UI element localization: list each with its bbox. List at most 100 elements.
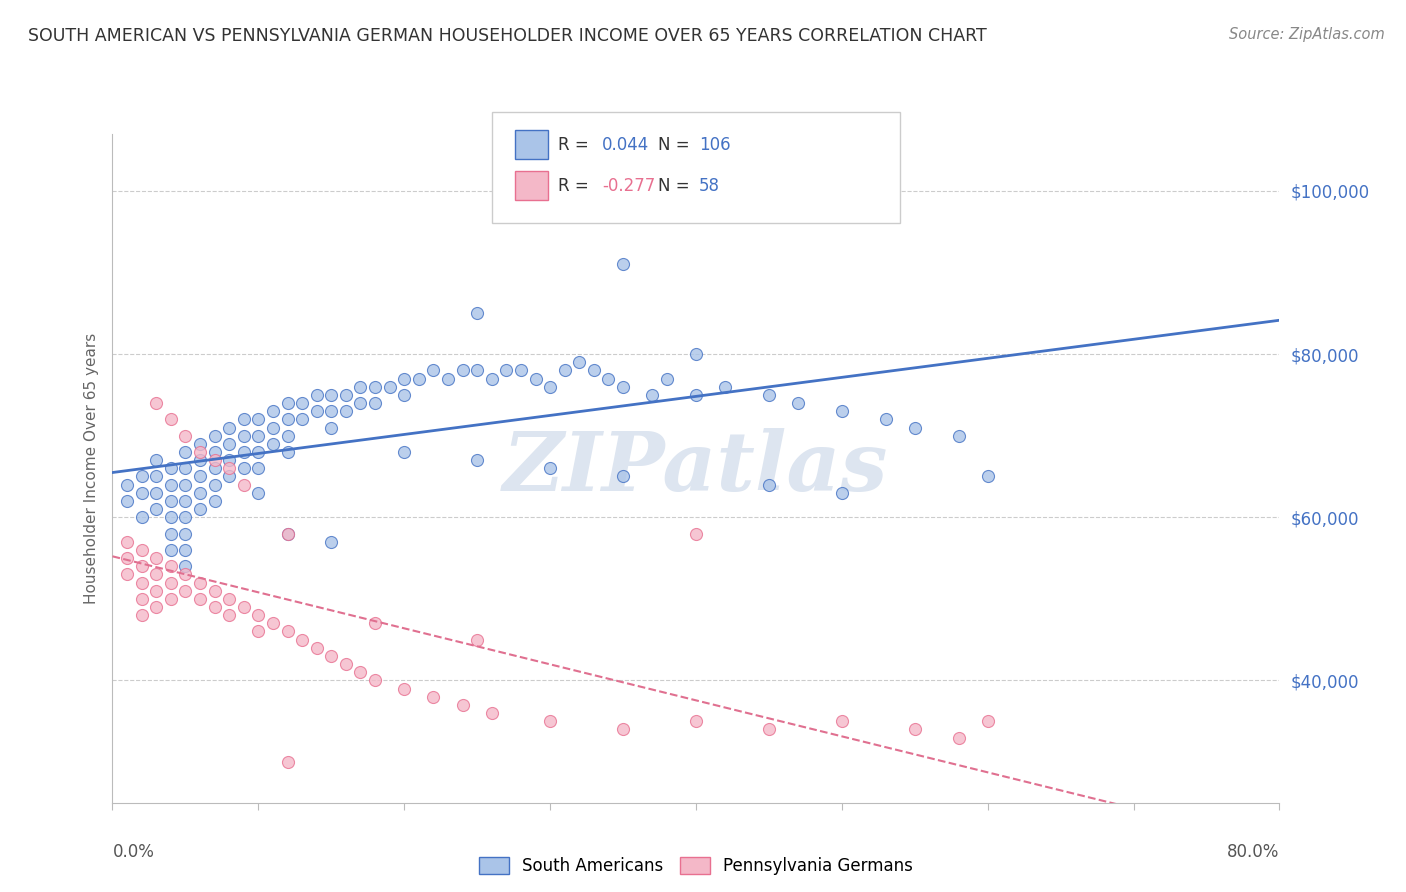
- Point: [465, 306, 488, 320]
- Point: [145, 485, 167, 500]
- Point: [115, 567, 138, 582]
- Point: [831, 714, 853, 729]
- Point: [174, 559, 197, 574]
- Point: [160, 510, 183, 524]
- Point: [232, 412, 254, 426]
- Point: [291, 396, 314, 410]
- Point: [115, 494, 138, 508]
- Point: [335, 404, 357, 418]
- Point: [174, 526, 197, 541]
- Point: [145, 469, 167, 483]
- Point: [232, 461, 254, 475]
- Point: [145, 396, 167, 410]
- Point: [188, 453, 211, 467]
- Point: [758, 723, 780, 737]
- Point: [321, 534, 343, 549]
- Point: [160, 591, 183, 606]
- Point: [218, 437, 240, 451]
- Point: [232, 445, 254, 459]
- Point: [247, 445, 270, 459]
- Point: [131, 591, 153, 606]
- Point: [568, 355, 591, 369]
- Point: [218, 469, 240, 483]
- Point: [160, 494, 183, 508]
- Text: Source: ZipAtlas.com: Source: ZipAtlas.com: [1229, 27, 1385, 42]
- Text: R =: R =: [558, 136, 595, 153]
- Point: [976, 714, 998, 729]
- Point: [685, 347, 707, 361]
- Point: [408, 371, 430, 385]
- Point: [714, 380, 737, 394]
- Point: [831, 404, 853, 418]
- Point: [218, 461, 240, 475]
- Point: [787, 396, 810, 410]
- Text: ZIPatlas: ZIPatlas: [503, 428, 889, 508]
- Point: [612, 380, 634, 394]
- Point: [262, 437, 284, 451]
- Point: [758, 388, 780, 402]
- Point: [612, 469, 634, 483]
- Point: [976, 469, 998, 483]
- Point: [758, 477, 780, 491]
- Point: [131, 469, 153, 483]
- Point: [321, 404, 343, 418]
- Point: [174, 510, 197, 524]
- Y-axis label: Householder Income Over 65 years: Householder Income Over 65 years: [83, 333, 98, 604]
- Point: [335, 388, 357, 402]
- Point: [188, 591, 211, 606]
- Point: [392, 371, 416, 385]
- Point: [218, 591, 240, 606]
- Point: [305, 404, 328, 418]
- Point: [538, 380, 561, 394]
- Point: [392, 681, 416, 696]
- Point: [364, 380, 387, 394]
- Point: [392, 388, 416, 402]
- Point: [160, 542, 183, 557]
- Point: [422, 690, 444, 704]
- Point: [831, 485, 853, 500]
- Point: [554, 363, 576, 377]
- Point: [188, 437, 211, 451]
- Point: [188, 485, 211, 500]
- Point: [538, 461, 561, 475]
- Point: [465, 632, 488, 647]
- Text: SOUTH AMERICAN VS PENNSYLVANIA GERMAN HOUSEHOLDER INCOME OVER 65 YEARS CORRELATI: SOUTH AMERICAN VS PENNSYLVANIA GERMAN HO…: [28, 27, 987, 45]
- Text: -0.277: -0.277: [602, 177, 655, 194]
- Point: [948, 731, 970, 745]
- Point: [204, 583, 226, 598]
- Point: [218, 608, 240, 623]
- Point: [131, 559, 153, 574]
- Point: [247, 428, 270, 442]
- Point: [174, 542, 197, 557]
- Point: [188, 469, 211, 483]
- Point: [204, 477, 226, 491]
- Point: [174, 477, 197, 491]
- Point: [145, 583, 167, 598]
- Point: [204, 494, 226, 508]
- Point: [276, 526, 298, 541]
- Point: [305, 388, 328, 402]
- Point: [115, 551, 138, 566]
- Legend: South Americans, Pennsylvania Germans: South Americans, Pennsylvania Germans: [472, 850, 920, 881]
- Point: [131, 542, 153, 557]
- Point: [247, 485, 270, 500]
- Point: [364, 396, 387, 410]
- Point: [685, 714, 707, 729]
- Point: [145, 567, 167, 582]
- Point: [904, 420, 927, 434]
- Point: [495, 363, 517, 377]
- Point: [188, 575, 211, 590]
- Point: [291, 412, 314, 426]
- Point: [174, 461, 197, 475]
- Text: 0.044: 0.044: [602, 136, 650, 153]
- Point: [276, 428, 298, 442]
- Point: [481, 371, 503, 385]
- Point: [276, 526, 298, 541]
- Point: [232, 599, 254, 614]
- Point: [160, 575, 183, 590]
- Point: [538, 714, 561, 729]
- Point: [392, 445, 416, 459]
- Point: [204, 453, 226, 467]
- Point: [291, 632, 314, 647]
- Point: [160, 412, 183, 426]
